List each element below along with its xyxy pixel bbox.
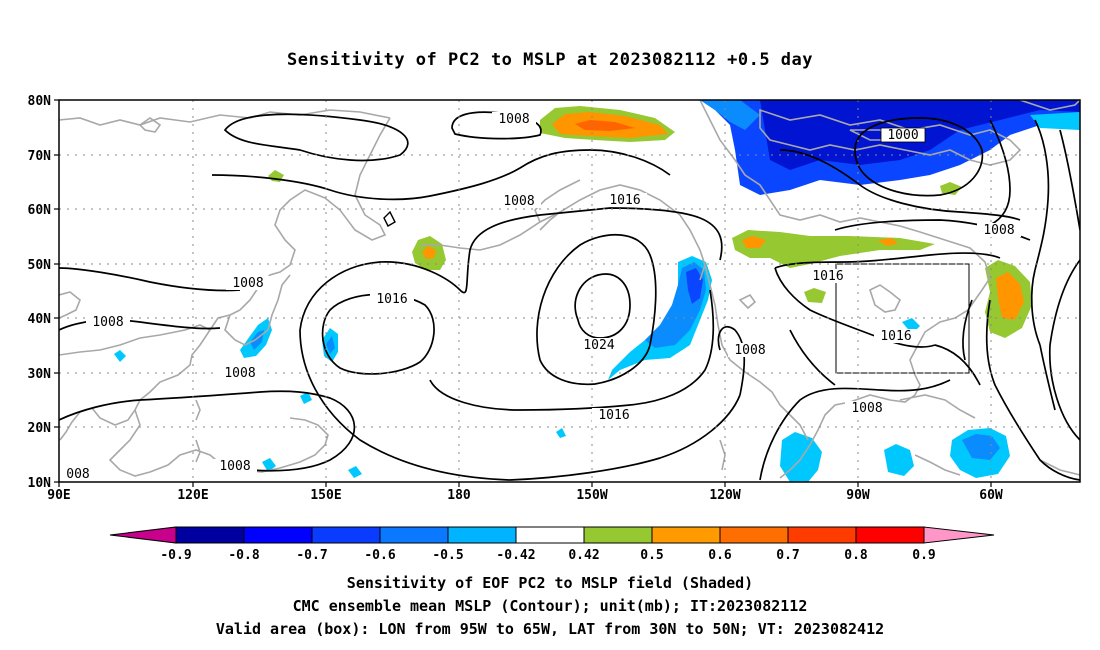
contour-label: 1016	[812, 269, 843, 284]
shade-arctic-light	[1030, 112, 1080, 130]
contour-label: 1000	[887, 128, 918, 143]
lon-label: 90W	[846, 488, 870, 503]
contour-label: 1008	[232, 276, 263, 291]
contour-label: 1016	[598, 408, 629, 423]
contour-label: 008	[66, 467, 89, 482]
colorbar-min-arrow	[109, 526, 177, 544]
map-frame	[58, 99, 1081, 483]
lat-label: 10N	[28, 476, 52, 491]
lon-label: 90E	[47, 488, 70, 503]
shade-spot-d	[262, 458, 276, 472]
lon-label: 60W	[979, 488, 1003, 503]
lat-label: 60N	[28, 203, 52, 218]
lat-label: 70N	[28, 149, 52, 164]
longitude-labels: 90E 120E 150E 180 150W 120W 90W 60W	[47, 488, 1003, 503]
mslp-contours	[59, 111, 1080, 481]
contour-label: 1008	[224, 366, 255, 381]
lon-label: 150W	[576, 488, 607, 503]
shade-spot-a	[114, 350, 126, 362]
colorbar-tick-label: 0.5	[640, 548, 663, 563]
lat-label: 30N	[28, 367, 52, 382]
shade-arctic-light2	[700, 100, 760, 130]
shade-atlantic-orange	[996, 272, 1024, 320]
lon-label: 150E	[310, 488, 341, 503]
colorbar-tick-label: -0.9	[160, 548, 191, 563]
contour-label: 1008	[983, 223, 1014, 238]
lon-label: 180	[447, 488, 471, 503]
axis-ticks	[54, 99, 992, 487]
colorbar-segment	[515, 526, 585, 544]
colorbar-segment	[447, 526, 517, 544]
colorbar-tick-label: 0.42	[568, 548, 599, 563]
lat-label: 20N	[28, 421, 52, 436]
colorbar-tick-label: 0.6	[708, 548, 732, 563]
shade-green-spot2	[940, 182, 962, 195]
caption-line-1: Sensitivity of EOF PC2 to MSLP field (Sh…	[346, 574, 754, 592]
shade-spot-e	[556, 428, 566, 438]
contour-label: 1016	[376, 292, 407, 307]
contour-label: 1008	[734, 343, 765, 358]
colorbar-segment	[855, 526, 925, 544]
coastlines	[59, 100, 1080, 479]
colorbar-tick-label: -0.42	[496, 548, 535, 563]
caption-line-3: Valid area (box): LON from 95W to 65W, L…	[215, 620, 885, 638]
colorbar-tick-label: -0.7	[296, 548, 327, 563]
shade-npac-mid	[326, 336, 335, 354]
colorbar-tick-label: 0.8	[844, 548, 868, 563]
contour-label: 1016	[880, 329, 911, 344]
contour-label: 1008	[92, 315, 123, 330]
colorbar-segment	[379, 526, 449, 544]
shade-green-spot3	[804, 288, 826, 303]
colorbar-tick-label: -0.5	[432, 548, 463, 563]
lon-label: 120E	[177, 488, 208, 503]
colorbar-segment	[243, 526, 313, 544]
contour-label: 1024	[583, 338, 614, 353]
colorbar-max-arrow	[923, 526, 995, 544]
shade-spot-b	[300, 392, 312, 404]
shade-dateline-orange	[422, 246, 436, 259]
latitude-labels: 80N 70N 60N 50N 40N 30N 20N 10N	[28, 94, 52, 491]
colorbar-segment	[311, 526, 381, 544]
shade-canada-orange1	[742, 236, 766, 248]
colorbar-tick-label: 0.7	[776, 548, 799, 563]
figure-title: Sensitivity of PC2 to MSLP at 2023082112…	[286, 50, 813, 70]
colorbar-tick-label: 0.9	[912, 548, 935, 563]
shade-bering-darkorange	[575, 120, 635, 131]
lat-label: 40N	[28, 312, 52, 327]
lat-label: 80N	[28, 94, 52, 109]
colorbar: -0.9 -0.8 -0.7 -0.6 -0.5 -0.42 0.42 0.5 0.6 0.7 0.…	[109, 526, 995, 563]
colorbar-segment	[583, 526, 653, 544]
contour-label: 1008	[498, 112, 529, 127]
contour-label: 1008	[219, 459, 250, 474]
shade-caribbean-negative	[884, 444, 914, 476]
colorbar-tick-label: -0.6	[364, 548, 395, 563]
shade-pacific-dark	[686, 268, 703, 304]
contour-label: 1008	[503, 194, 534, 209]
colorbar-segment	[651, 526, 721, 544]
colorbar-tick-label: -0.8	[228, 548, 259, 563]
map-panel: 1008 1000 1008 1016 1008 1008 1016 1008 …	[28, 94, 1081, 503]
colorbar-segment	[175, 526, 245, 544]
shade-canada-orange2	[878, 238, 898, 246]
colorbar-segment	[787, 526, 857, 544]
caption-line-2: CMC ensemble mean MSLP (Contour); unit(m…	[292, 597, 808, 615]
contour-label: 1008	[851, 401, 882, 416]
contour-labels: 1008 1000 1008 1016 1008 1008 1016 1008 …	[60, 112, 1021, 482]
lon-label: 120W	[709, 488, 740, 503]
colorbar-segment	[719, 526, 789, 544]
contour-label: 1016	[609, 193, 640, 208]
lat-label: 50N	[28, 258, 52, 273]
shade-spot-c	[348, 466, 362, 478]
